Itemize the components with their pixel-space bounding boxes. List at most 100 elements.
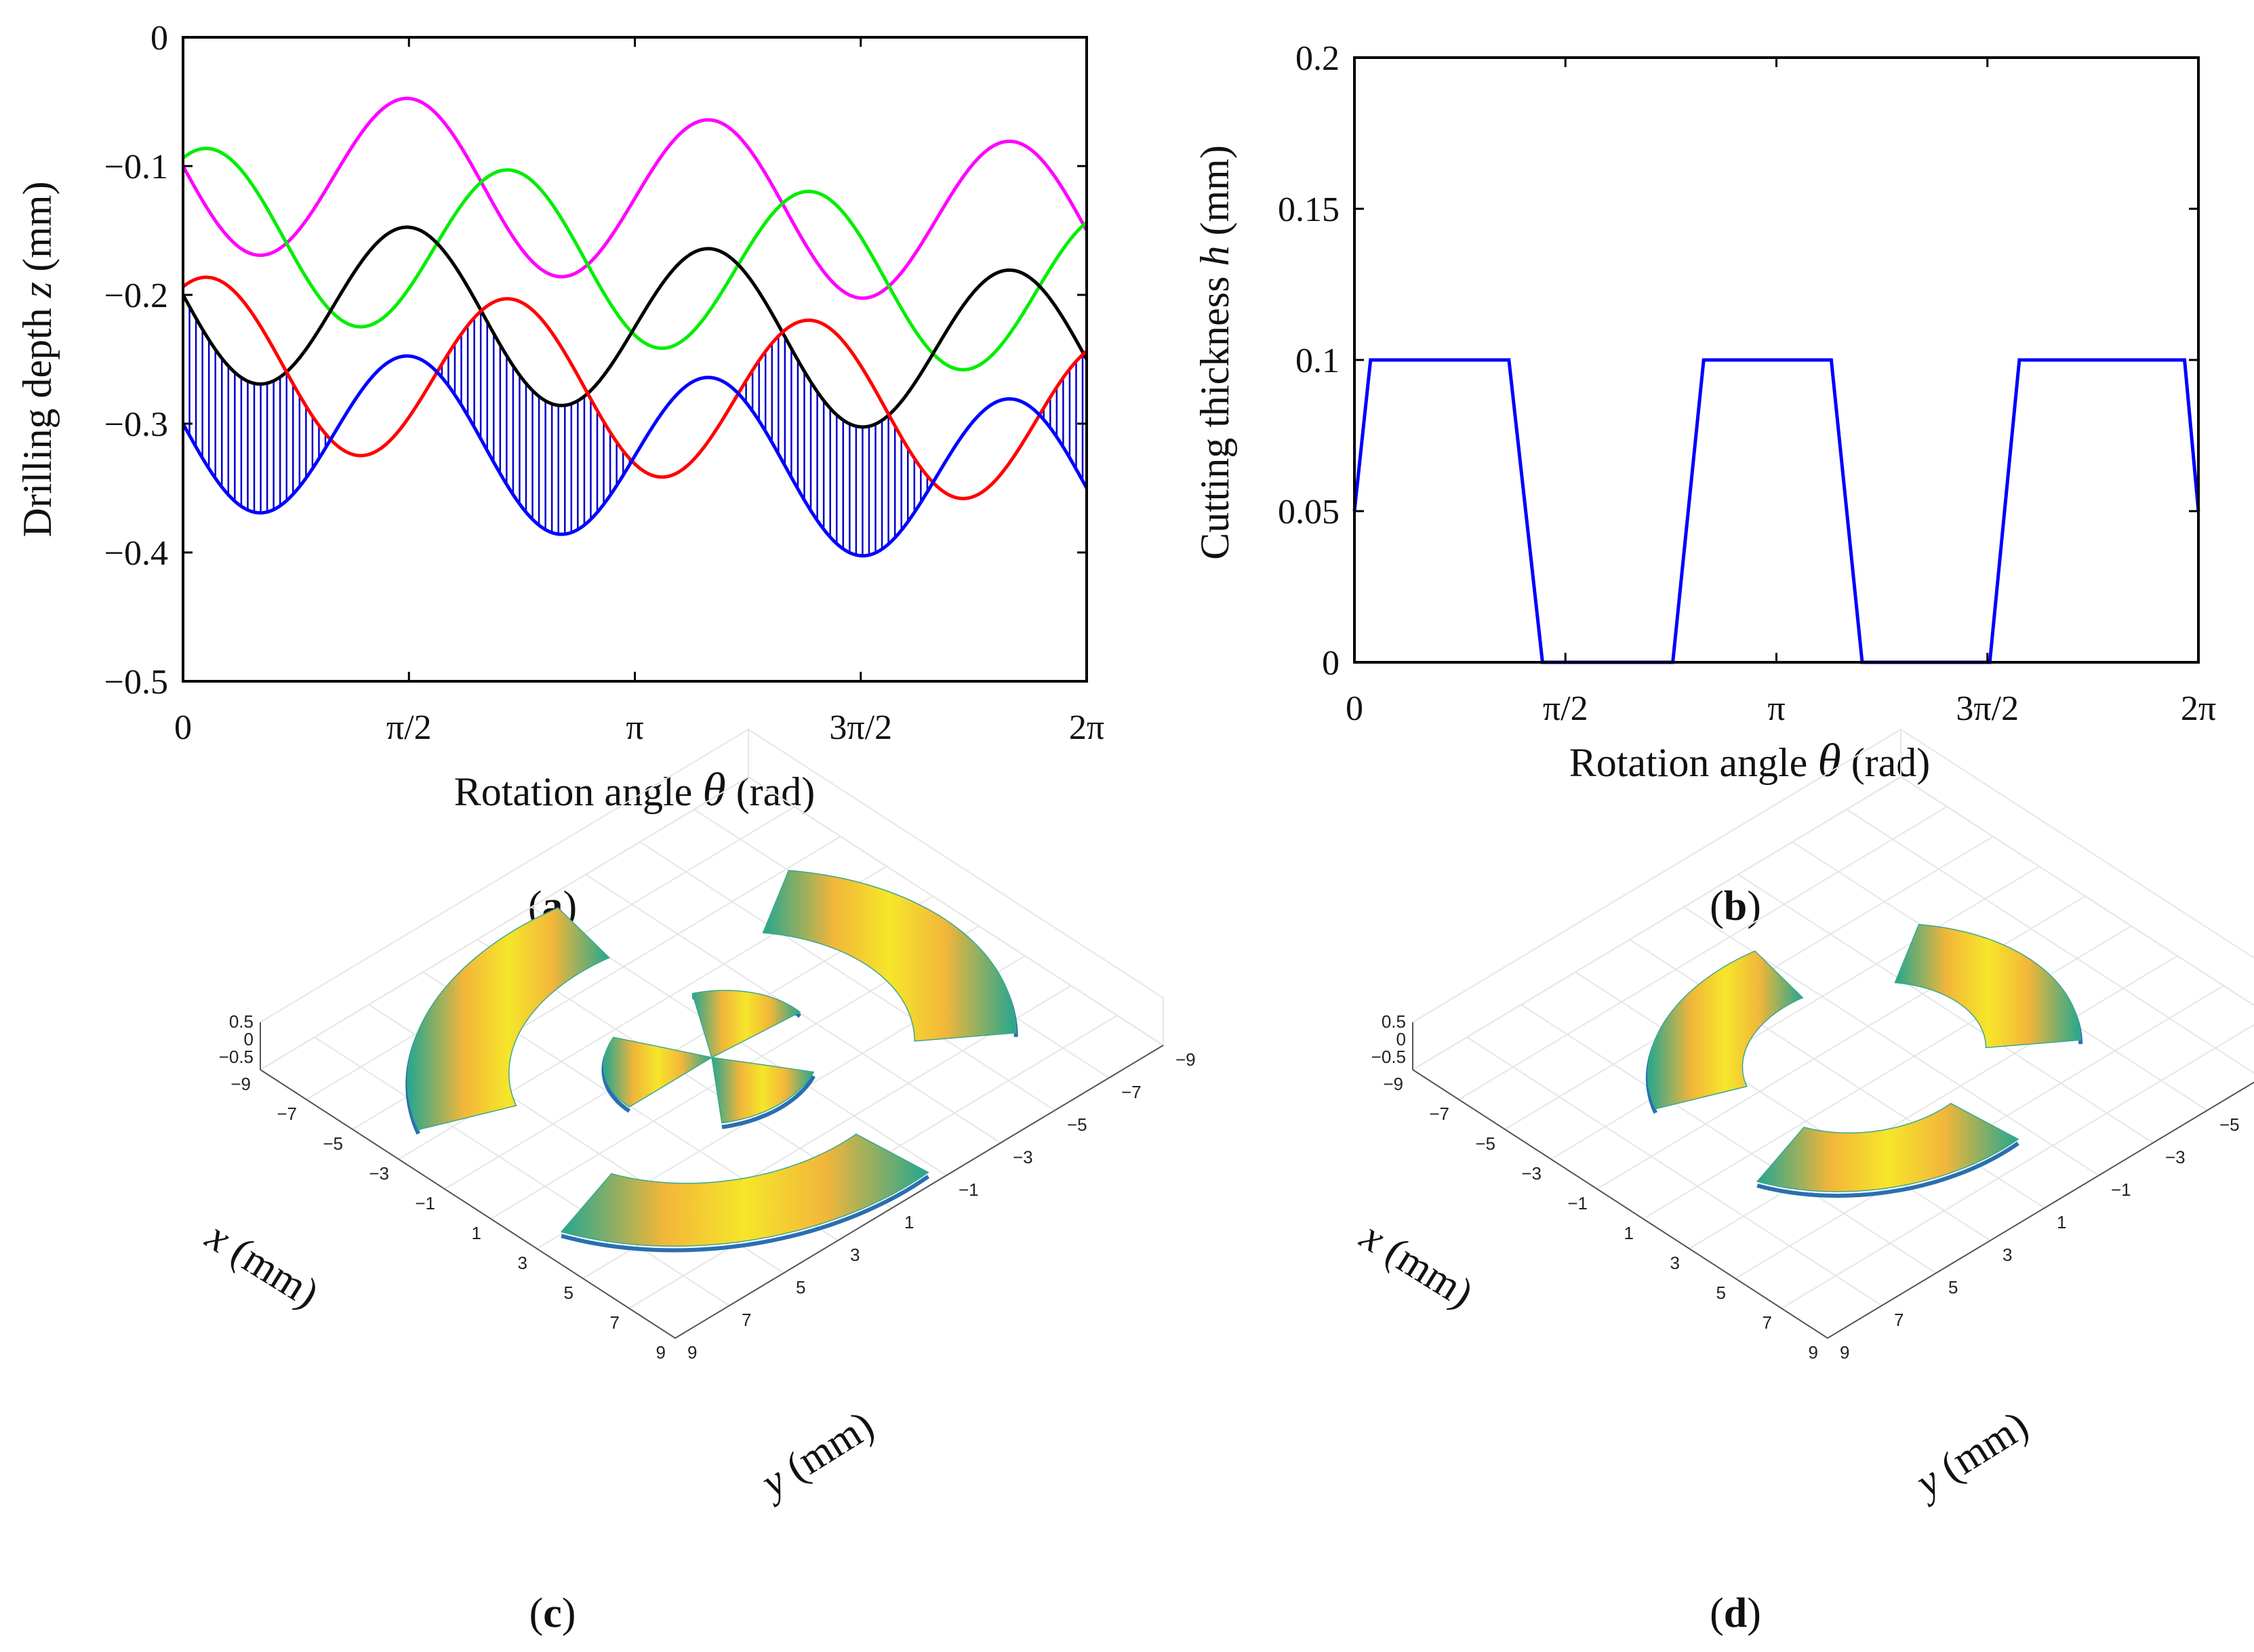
panel-c-x-axis-label: x (mm) xyxy=(198,1213,327,1317)
c-surface-sector xyxy=(560,1133,929,1247)
panel-a-series-blue xyxy=(181,354,1089,558)
d-x-tick-label: 5 xyxy=(1716,1283,1726,1303)
panel-a-y-tick-label: −0.5 xyxy=(104,663,168,702)
panel-a-chart: 0 π/2 π 3π/2 2π 0 −0.1 −0.2 −0.3 −0.4 −0.5 Rotati… xyxy=(15,19,1104,929)
c-x-tick-label: −3 xyxy=(369,1163,389,1184)
c-x-tick-label: −9 xyxy=(230,1074,251,1094)
c-y-tick-label: −7 xyxy=(1121,1082,1142,1102)
panel-d-y-axis-label: y (mm) xyxy=(1904,1402,2036,1508)
panel-a-x-tick-label: π xyxy=(626,708,643,747)
d-grid-line xyxy=(1466,1036,1883,1306)
d-y-tick-label: −3 xyxy=(2165,1147,2186,1167)
d-grid-line xyxy=(1737,874,2154,1144)
d-grid-line xyxy=(1846,809,2254,1074)
d-x-tick-label: 9 xyxy=(1809,1342,1818,1363)
c-grid-line xyxy=(639,841,1055,1111)
d-x-tick-label: −3 xyxy=(1521,1163,1542,1184)
d-y-tick-label: −5 xyxy=(2219,1114,2240,1135)
d-x-tick-label: 3 xyxy=(1670,1253,1680,1273)
d-grid-line xyxy=(1550,866,2040,1160)
c-z-tick-label: 0 xyxy=(244,1029,254,1049)
d-y-tick-label: 3 xyxy=(2003,1245,2012,1265)
d-grid-line xyxy=(1689,955,2178,1249)
panel-b-y-tick-label: 0.05 xyxy=(1278,493,1340,531)
d-y-tick-label: 7 xyxy=(1894,1310,1904,1330)
panel-a-y-axis-label: Drilling depth z (mm) xyxy=(15,182,60,538)
panel-b-x-tick-label: 0 xyxy=(1346,689,1363,728)
c-surface-sector xyxy=(691,990,801,1059)
d-x-tick-label: −9 xyxy=(1383,1074,1403,1094)
c-x-tick-label: −1 xyxy=(415,1193,435,1213)
c-surface-sector xyxy=(711,1057,815,1124)
c-x-tick-label: 9 xyxy=(656,1342,666,1363)
c-y-tick-label: −5 xyxy=(1067,1114,1087,1135)
panel-a-series-magenta xyxy=(181,96,1089,300)
panel-a-plot-frame xyxy=(182,36,1088,683)
d-x-tick-label: −1 xyxy=(1567,1193,1588,1213)
panel-d-grid xyxy=(1412,728,2254,1339)
c-x-tick-label: 5 xyxy=(564,1283,573,1303)
panel-a-y-tick-label: −0.2 xyxy=(104,277,168,315)
d-axis-frame xyxy=(1412,1069,2254,1339)
panel-b-x-tick-label: 3π/2 xyxy=(1956,689,2019,728)
c-y-tick-label: −1 xyxy=(959,1180,979,1200)
panel-d-caption: (d) xyxy=(1710,1590,1761,1636)
c-x-tick-label: 7 xyxy=(610,1312,620,1333)
c-x-tick-label: −5 xyxy=(323,1133,343,1154)
panel-b-y-tick-label: 0.15 xyxy=(1278,190,1340,229)
d-y-tick-label: 1 xyxy=(2057,1212,2066,1232)
panel-b-y-tick-label: 0.1 xyxy=(1295,342,1340,380)
panel-b-x-tick-label: 2π xyxy=(2181,689,2216,728)
d-x-tick-label: −7 xyxy=(1429,1104,1449,1124)
panel-a-series-black xyxy=(181,225,1089,429)
panel-a-y-tick-label: −0.4 xyxy=(104,534,168,573)
d-z-tick-label: 0.5 xyxy=(1382,1011,1406,1032)
c-surface-sector xyxy=(407,907,611,1131)
c-y-tick-label: −3 xyxy=(1013,1147,1033,1167)
c-y-tick-label: 7 xyxy=(742,1310,751,1330)
d-grid-line xyxy=(1521,1004,1937,1274)
panel-c-3d-plot: 99 7 7 5 5 3 3 1 1 −1 −1 −3 −3 −5 −5 −7 −7 −9 −9 0.50−0.5 x… xyxy=(198,728,1196,1636)
c-y-tick-label: 5 xyxy=(796,1277,805,1297)
panel-d-surfaces xyxy=(1645,923,2083,1198)
d-grid-line xyxy=(1781,1024,2254,1309)
panel-a-x-tick-label: π/2 xyxy=(386,708,432,747)
panel-b-caption: (b) xyxy=(1710,883,1761,929)
d-grid-line xyxy=(1458,806,1948,1100)
d-y-tick-label: 9 xyxy=(1840,1342,1849,1363)
c-grid-line xyxy=(314,1036,730,1306)
panel-c-y-axis-label: y (mm) xyxy=(750,1402,881,1508)
d-x-tick-label: 7 xyxy=(1763,1312,1772,1333)
c-surface-sector xyxy=(603,1036,714,1108)
panel-a-y-tick-label: −0.1 xyxy=(104,148,168,186)
c-y-tick-label: 3 xyxy=(850,1245,860,1265)
panel-b-x-axis-label: Rotation angle θ (rad) xyxy=(1569,735,1931,787)
d-x-tick-label: 1 xyxy=(1624,1223,1634,1243)
c-x-tick-label: −7 xyxy=(277,1104,297,1124)
c-y-tick-label: 9 xyxy=(687,1342,697,1363)
c-z-tick-label: 0.5 xyxy=(229,1011,254,1032)
d-surface-sector xyxy=(1647,950,1804,1110)
panel-b-chart: 0 π/2 π 3π/2 2π 0 0.05 0.1 0.15 0.2 Rotation ang… xyxy=(1192,39,2216,929)
c-surface-sector xyxy=(762,870,1017,1042)
panel-a-x-tick-label: 3π/2 xyxy=(829,708,892,747)
panel-a-series-green xyxy=(182,146,1088,371)
panel-b-series-h xyxy=(1352,358,2200,664)
panel-a-x-axis-label: Rotation angle θ (rad) xyxy=(454,764,816,816)
d-surface-rim xyxy=(1756,1142,2019,1198)
panel-a-y-tick-label: −0.3 xyxy=(104,405,168,444)
c-x-tick-label: 3 xyxy=(518,1253,527,1273)
panel-c-surfaces xyxy=(405,870,1018,1253)
c-surface-rim xyxy=(721,1074,816,1129)
c-y-tick-label: −9 xyxy=(1175,1049,1196,1070)
d-grid-line xyxy=(1900,776,2254,1007)
d-y-tick-label: 5 xyxy=(1948,1277,1958,1297)
d-x-tick-label: −5 xyxy=(1475,1133,1495,1154)
panel-b-y-axis-label: Cutting thickness h (mm) xyxy=(1192,145,1237,560)
d-y-tick-label: −1 xyxy=(2111,1180,2131,1200)
panel-c-caption: (c) xyxy=(529,1590,576,1636)
panel-d-x-axis-label: x (mm) xyxy=(1352,1213,1481,1317)
c-y-tick-label: 1 xyxy=(904,1212,914,1232)
panel-b-x-tick-label: π xyxy=(1767,689,1785,728)
